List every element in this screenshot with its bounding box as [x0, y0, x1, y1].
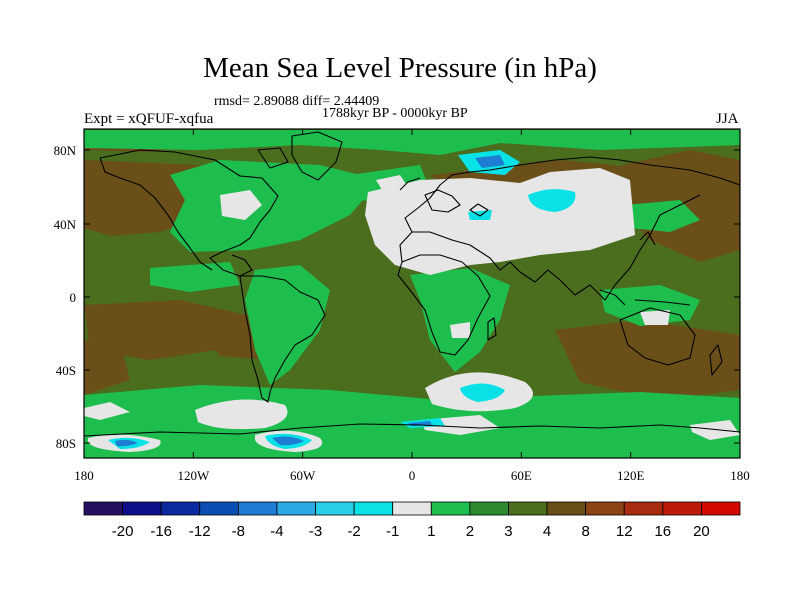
season-label: JJA — [716, 111, 739, 127]
lat-tick-label: 80S — [56, 436, 76, 451]
colorbar-label: -4 — [270, 523, 283, 540]
lat-tick-label: 40S — [56, 363, 76, 378]
colorbar-label: -1 — [386, 523, 399, 540]
colorbar-swatch — [315, 501, 355, 516]
colorbar-swatch — [508, 501, 548, 516]
lat-tick-label: 0 — [70, 290, 77, 305]
coastlines — [84, 131, 740, 437]
colorbar-label: 1 — [427, 523, 435, 540]
colorbar-swatch — [392, 501, 432, 516]
latitude-axis: 80N 40N 0 40S 80S — [54, 143, 740, 451]
colorbar-swatch — [122, 501, 162, 516]
colorbar-label: -8 — [232, 523, 245, 540]
colorbar-swatch — [353, 501, 394, 516]
colorbar-swatch — [237, 501, 278, 516]
colorbar-label: -12 — [189, 523, 211, 540]
colorbar: -20 -16 -12 -8 -4 -3 -2 -1 1 2 3 4 8 12 16 20 — [83, 501, 741, 540]
colorbar-label: 8 — [581, 523, 589, 540]
colorbar-label: 2 — [466, 523, 474, 540]
lat-tick-label: 80N — [54, 143, 77, 158]
colorbar-swatch — [546, 501, 587, 516]
lat-tick-label: 40N — [54, 217, 77, 232]
colorbar-label: -20 — [112, 523, 134, 540]
lon-tick-label: 180 — [74, 468, 94, 483]
lon-tick-label: 120W — [177, 468, 210, 483]
colorbar-label: -3 — [309, 523, 322, 540]
colorbar-swatch — [199, 501, 239, 516]
colorbar-label: 12 — [616, 523, 633, 540]
colorbar-swatch — [469, 501, 509, 516]
lon-tick-label: 180 — [730, 468, 750, 483]
colorbar-swatch — [83, 501, 123, 516]
blue-strong-low — [115, 155, 505, 447]
rmsd-diff-stats: rmsd= 2.89088 diff= 2.44409 — [214, 94, 380, 109]
colorbar-swatch — [662, 501, 702, 516]
colorbar-label: 16 — [654, 523, 671, 540]
colorbar-label: 4 — [543, 523, 551, 540]
lon-tick-label: 60W — [290, 468, 316, 483]
pressure-field — [84, 129, 740, 458]
chart-title: Mean Sea Level Pressure (in hPa) — [203, 52, 597, 84]
lon-tick-label: 0 — [409, 468, 416, 483]
colorbar-swatch — [160, 501, 201, 516]
time-period-label: 1788kyr BP - 0000kyr BP — [322, 106, 468, 121]
experiment-label: Expt = xQFUF-xqfua — [84, 111, 214, 127]
lon-tick-label: 120E — [617, 468, 645, 483]
colorbar-label: 20 — [693, 523, 710, 540]
colorbar-label: 3 — [504, 523, 512, 540]
colorbar-swatch — [430, 501, 471, 516]
colorbar-label: -2 — [347, 523, 360, 540]
lon-tick-label: 60E — [511, 468, 532, 483]
colorbar-swatch — [623, 501, 664, 516]
colorbar-swatch — [585, 501, 625, 516]
longitude-axis: 180 120W 60W 0 60E 120E 180 — [74, 129, 750, 483]
colorbar-swatch — [276, 501, 316, 516]
colorbar-label: -16 — [150, 523, 172, 540]
colorbar-swatch — [701, 501, 741, 516]
